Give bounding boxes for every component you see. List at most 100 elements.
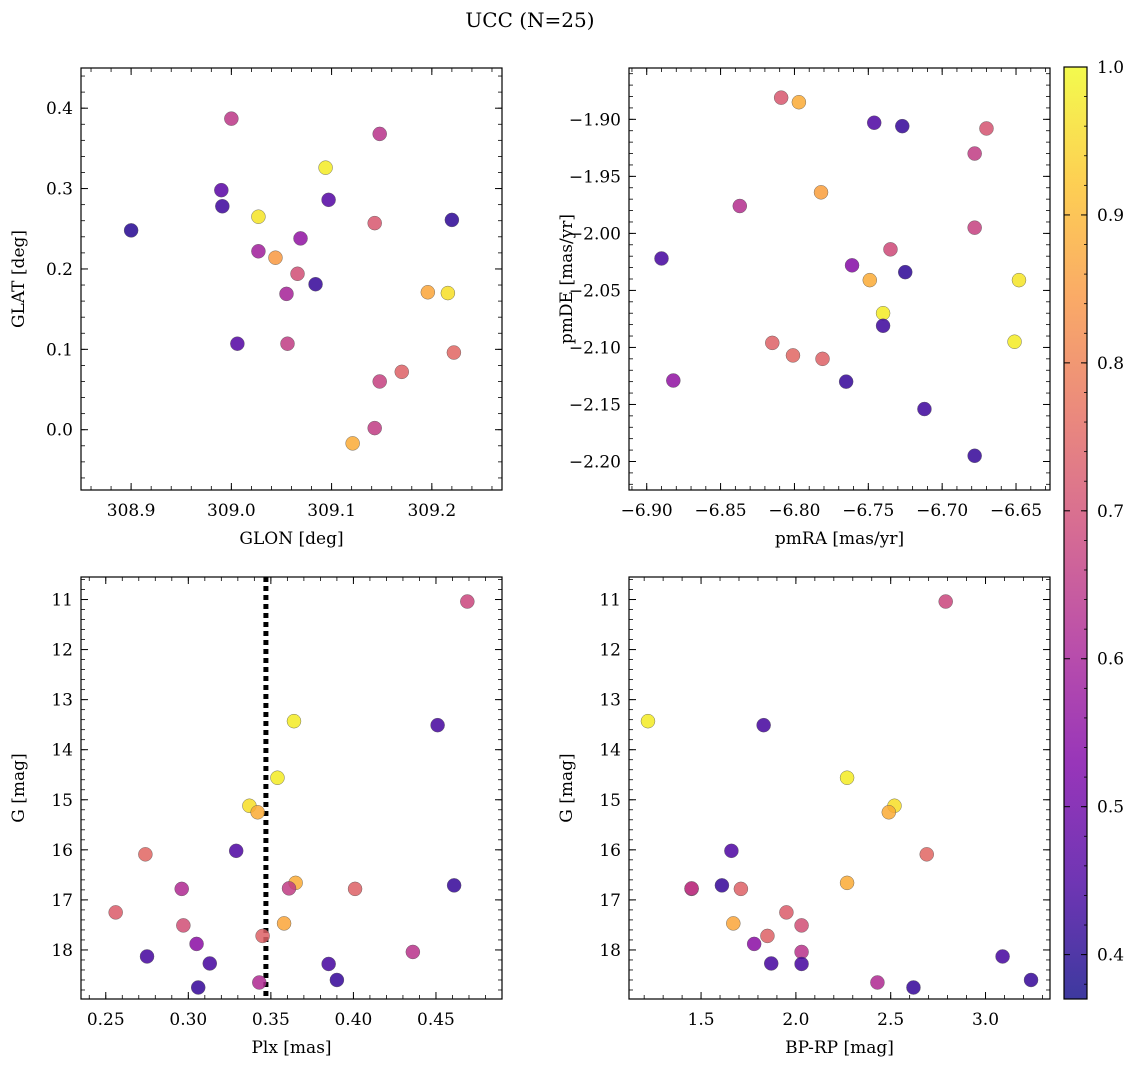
x-tick-label: 0.45 — [417, 1010, 455, 1030]
data-point — [270, 770, 285, 785]
data-point — [189, 936, 204, 952]
data-point — [1007, 334, 1022, 349]
data-point — [345, 436, 360, 451]
y-tick-label: 13 — [51, 691, 73, 711]
axes-frame — [80, 576, 503, 1000]
data-point — [228, 843, 244, 859]
data-point — [252, 975, 267, 990]
y-tick-label: 11 — [51, 591, 73, 611]
data-point — [286, 713, 302, 729]
data-point — [202, 956, 217, 971]
data-point — [862, 272, 877, 288]
x-tick-label: 3.0 — [972, 1010, 999, 1030]
x-tick-label: 309.1 — [307, 501, 356, 521]
data-point — [794, 956, 809, 972]
data-point — [640, 713, 656, 729]
subplot-1: 308.9 309.0 309.1 309.2 0.0 0.1 0.2 0.3 0.4 GLON … — [9, 67, 503, 549]
data-point — [839, 770, 855, 785]
data-point — [446, 878, 462, 893]
y-tick-label: −2.10 — [569, 338, 621, 358]
data-point — [773, 90, 789, 105]
data-point — [813, 185, 829, 200]
y-tick-label: 0.1 — [46, 340, 73, 360]
x-tick-label: 0.30 — [169, 1010, 207, 1030]
data-point — [714, 878, 730, 893]
data-point — [779, 905, 794, 920]
data-point — [444, 212, 460, 228]
y-tick-label: 12 — [599, 641, 621, 661]
y-tick-label: −1.95 — [569, 167, 621, 187]
data-point — [870, 975, 885, 990]
data-point — [794, 918, 809, 933]
data-point — [895, 118, 910, 134]
colorbar-tick-label: 0.6 — [1097, 650, 1124, 670]
colorbar: 0.4 0.5 0.6 0.7 0.8 0.9 1.0 — [1063, 58, 1124, 1000]
data-point — [367, 215, 382, 231]
colorbar-tick-label: 0.5 — [1097, 798, 1124, 818]
y-tick-label: 15 — [51, 791, 73, 811]
y-tick-label: 16 — [51, 841, 73, 861]
data-point — [875, 306, 891, 321]
subplot-4: 1.5 2.0 2.5 3.0 11 12 13 14 15 16 17 18 BP-RP [mag] G… — [557, 576, 1051, 1058]
data-point — [654, 251, 669, 266]
data-point — [839, 875, 855, 891]
data-point — [917, 401, 932, 417]
data-point — [684, 881, 699, 896]
data-point — [215, 199, 230, 214]
data-point — [732, 198, 747, 214]
data-point — [250, 805, 265, 820]
y-tick-label: 18 — [599, 941, 621, 961]
x-tick-label: 1.5 — [688, 1010, 715, 1030]
y-tick-label: 0.4 — [46, 99, 73, 119]
data-point — [394, 364, 409, 380]
data-point — [867, 115, 882, 130]
data-point — [138, 847, 153, 862]
axes-frame — [628, 576, 1051, 1000]
data-point — [293, 231, 308, 246]
data-point — [321, 192, 336, 208]
data-point — [938, 594, 953, 609]
data-point — [281, 881, 297, 896]
y-axis-label: G [mag] — [557, 753, 577, 822]
data-point — [906, 980, 921, 995]
data-point — [321, 956, 336, 972]
y-tick-label: 13 — [599, 691, 621, 711]
x-axis-label: pmRA [mas/yr] — [775, 529, 904, 549]
data-point — [791, 95, 807, 110]
colorbar-tick-label: 0.9 — [1097, 206, 1124, 226]
data-point — [844, 258, 860, 273]
x-tick-label: −6.65 — [990, 501, 1042, 521]
y-tick-label: 14 — [51, 741, 73, 761]
x-tick-label: −6.85 — [695, 501, 747, 521]
data-point — [881, 805, 897, 820]
data-point — [724, 843, 739, 859]
data-point — [191, 980, 206, 995]
x-tick-label: 2.5 — [877, 1010, 904, 1030]
data-point — [347, 881, 363, 897]
data-point — [967, 146, 982, 161]
data-point — [279, 286, 294, 302]
data-point — [460, 594, 475, 609]
data-point — [838, 374, 854, 389]
data-point — [440, 285, 456, 301]
data-point — [405, 944, 421, 960]
subplot-3: 0.25 0.30 0.35 0.40 0.45 11 12 13 14 15 16 17 18 Plx … — [9, 576, 503, 1058]
x-tick-label: −6.70 — [916, 501, 968, 521]
data-point — [255, 928, 270, 944]
y-tick-label: −2.20 — [569, 452, 621, 472]
data-point — [764, 956, 779, 971]
data-point — [919, 847, 934, 862]
x-tick-label: 308.9 — [107, 501, 156, 521]
x-tick-label: 309.0 — [207, 501, 256, 521]
data-point — [815, 351, 830, 367]
subplot-2: −6.90 −6.85 −6.80 −6.75 −6.70 −6.65 −1.90 −1.95… — [557, 67, 1051, 549]
data-point — [1011, 272, 1027, 288]
y-tick-label: 15 — [599, 791, 621, 811]
y-tick-label: 14 — [599, 741, 621, 761]
data-point — [765, 335, 780, 351]
data-point — [666, 373, 681, 388]
y-axis-label: GLAT [deg] — [9, 230, 29, 328]
data-point — [430, 717, 445, 733]
